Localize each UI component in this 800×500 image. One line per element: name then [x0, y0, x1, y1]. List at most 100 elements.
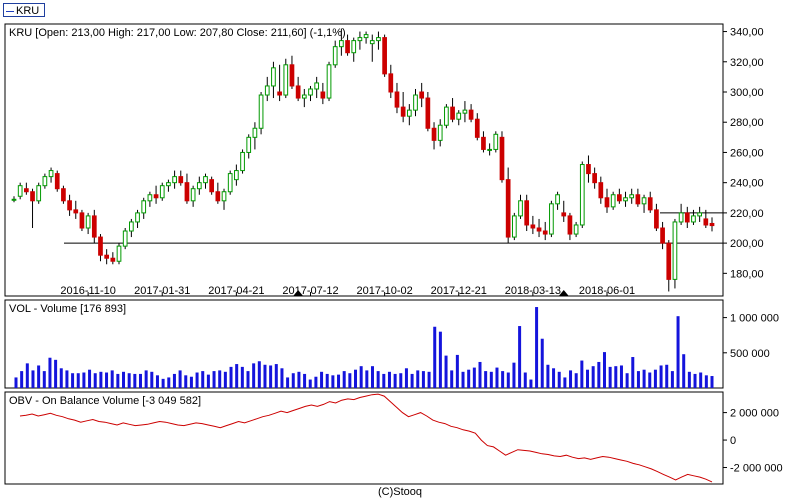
volume-bar	[359, 366, 363, 388]
candle-body-up	[332, 46, 338, 66]
candle-body-up	[493, 133, 499, 150]
candle	[184, 173, 190, 204]
candle-body-up	[610, 194, 616, 208]
candle-body-down	[635, 194, 641, 205]
obv-line-group	[19, 393, 713, 483]
volume-bar	[303, 373, 307, 388]
volume-bar	[263, 364, 267, 388]
candle	[691, 209, 696, 225]
candle	[481, 131, 486, 153]
volume-bar	[235, 364, 239, 388]
candle	[54, 170, 60, 192]
candle-body-up	[406, 109, 412, 117]
volume-bar	[387, 371, 391, 388]
candle-body-down	[388, 73, 394, 93]
volume-bar	[65, 370, 69, 388]
candle-body-up	[339, 40, 344, 48]
volume-bar	[569, 370, 573, 388]
candle	[326, 61, 332, 102]
price-y-tick-label: 260,00	[730, 147, 764, 159]
candle	[351, 37, 357, 62]
volume-bar	[450, 370, 454, 388]
volume-bar	[591, 366, 595, 388]
volume-bar	[150, 371, 154, 388]
volume-y-tick-label: 500 000	[730, 348, 770, 360]
candle	[629, 188, 635, 204]
candle-body-up	[252, 127, 258, 138]
volume-bar	[31, 370, 35, 388]
candle	[579, 161, 585, 228]
candle-body-down	[524, 200, 530, 226]
candle	[345, 34, 350, 56]
date-x-tick-label: 2017-01-31	[134, 285, 190, 297]
candle	[203, 173, 208, 189]
volume-bar	[274, 364, 278, 388]
legend-toggle-kru[interactable]: KRU	[3, 3, 45, 17]
candle-body-down	[654, 209, 659, 229]
volume-bar	[269, 365, 273, 388]
date-x-tick-label: 2017-04-21	[208, 285, 264, 297]
volume-bar	[161, 378, 165, 388]
candle-body-up	[271, 67, 276, 87]
volume-bar	[325, 373, 329, 388]
volume-bar	[14, 377, 18, 388]
candle	[703, 209, 709, 228]
candle-body-down	[215, 191, 221, 202]
obv-y-tick-label: 2 000 000	[730, 408, 779, 420]
candle	[604, 188, 610, 213]
volume-bar	[212, 371, 216, 388]
candle	[104, 249, 110, 265]
candle	[555, 191, 560, 210]
candle-body-up	[357, 37, 363, 42]
candle-body-up	[376, 37, 381, 42]
volume-bar	[178, 370, 182, 388]
volume-bar	[133, 373, 137, 388]
candle	[450, 98, 455, 123]
candle	[530, 215, 536, 235]
volume-bar	[331, 375, 335, 388]
candle-body-down	[67, 200, 72, 211]
candle	[17, 182, 23, 200]
candle	[388, 64, 394, 99]
candle-body-up	[172, 176, 177, 184]
candle	[394, 82, 400, 114]
candle	[654, 203, 659, 232]
candle	[178, 170, 184, 186]
candle-body-down	[666, 242, 672, 280]
candle-body-up	[308, 88, 313, 96]
candle-body-up	[159, 185, 165, 199]
event-marker-triangle	[558, 290, 569, 296]
volume-bar	[619, 365, 623, 388]
volume-bar	[427, 371, 431, 388]
candle-body-up	[36, 185, 42, 202]
candle	[666, 240, 672, 292]
candle	[48, 167, 54, 183]
candle-body-down	[98, 236, 103, 256]
candle-body-up	[511, 215, 517, 238]
candle-body-up	[369, 40, 375, 45]
price-y-tick-label: 220,00	[730, 208, 764, 220]
candle-body-down	[647, 197, 653, 211]
candle-body-down	[561, 212, 567, 217]
candle	[301, 88, 307, 108]
candle	[431, 122, 437, 150]
date-x-tick-label: 2018-06-01	[579, 285, 635, 297]
candle	[518, 194, 523, 219]
candle-body-down	[24, 188, 29, 193]
candle	[561, 200, 567, 222]
volume-bar	[523, 372, 527, 388]
obv-y-tick-label: 0	[730, 435, 736, 447]
volume-bar	[433, 326, 437, 388]
candle	[363, 31, 369, 44]
volume-bar	[376, 371, 380, 388]
candle	[116, 243, 122, 265]
volume-bar	[257, 361, 261, 388]
volume-bar	[438, 331, 442, 388]
volume-bar	[687, 371, 691, 388]
candle	[524, 194, 530, 232]
candle-body-up	[246, 136, 252, 153]
volume-bar	[693, 373, 697, 388]
candle-body-up	[283, 64, 289, 96]
candle-body-down	[567, 215, 573, 235]
candle-body-up	[264, 85, 270, 96]
